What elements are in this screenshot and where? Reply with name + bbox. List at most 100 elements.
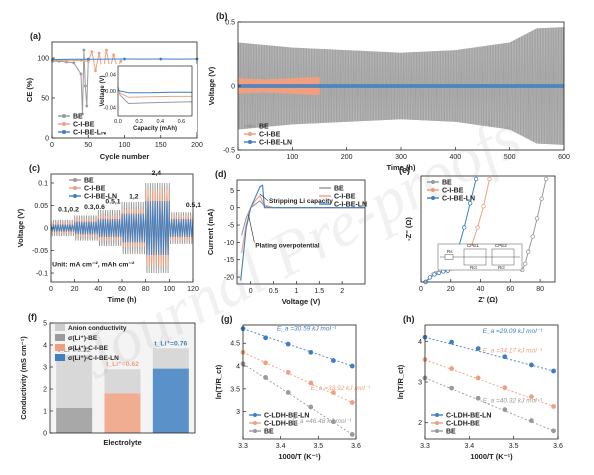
rc-element-2 bbox=[491, 248, 515, 266]
x-tick-label: 0 bbox=[419, 286, 423, 293]
panel-label: (a) bbox=[30, 31, 41, 41]
data-point bbox=[432, 272, 437, 277]
y-tick-label: 1 bbox=[43, 409, 47, 416]
data-point bbox=[79, 72, 83, 76]
y-tick-label: 2 bbox=[43, 387, 47, 394]
annotation-label: 1,2 bbox=[129, 193, 139, 200]
bar-li bbox=[152, 368, 189, 433]
legend-label: C-I-BE bbox=[442, 188, 464, 195]
data-point bbox=[475, 375, 481, 381]
inset-background bbox=[101, 64, 197, 132]
y-axis-label: ln(T/R_ct) bbox=[396, 364, 405, 399]
bar-anion bbox=[152, 348, 189, 369]
legend-label: C-LDH-BE bbox=[264, 421, 298, 428]
series-line-0 bbox=[50, 182, 194, 274]
x-tick-label: 0 bbox=[50, 142, 54, 149]
legend-swatch bbox=[55, 354, 65, 361]
legend-label: BE bbox=[259, 124, 269, 131]
legend-label: σ(Li⁺)-BE bbox=[68, 335, 98, 342]
x-tick-label: 120 bbox=[187, 286, 199, 293]
data-point bbox=[502, 354, 508, 360]
x-tick-label: 600 bbox=[558, 154, 570, 161]
panel-label: (d) bbox=[215, 169, 227, 179]
data-point bbox=[83, 84, 87, 88]
inset-y-label: Voltage (V) bbox=[100, 76, 106, 107]
data-point bbox=[526, 249, 531, 254]
legend-label: BE bbox=[442, 180, 452, 187]
data-point bbox=[349, 432, 355, 437]
data-point bbox=[263, 375, 268, 380]
legend-marker bbox=[435, 421, 439, 425]
x-tick-label: 60 bbox=[118, 286, 126, 293]
bar-anion bbox=[56, 354, 93, 409]
data-point bbox=[539, 196, 544, 201]
series-line-1 bbox=[237, 76, 320, 96]
panel-h: 3.3 3.4 3.5 3.6 2 3 4 1000/T (K⁻¹) ln(T/R_ct) (h)… bbox=[396, 314, 563, 461]
x-tick-label: 3.3 bbox=[238, 443, 248, 450]
annotation-label: E_a =46.48 kJ mol⁻¹ bbox=[292, 418, 352, 425]
y-tick-label: 4 bbox=[418, 339, 422, 346]
data-point bbox=[86, 59, 90, 63]
x-tick-label: 100 bbox=[163, 286, 175, 293]
y-tick-label: 0 bbox=[231, 84, 235, 91]
annotation-label: 0.3,0.6 bbox=[84, 204, 105, 211]
resistor-rs bbox=[444, 254, 454, 260]
data-point bbox=[523, 261, 528, 267]
y-tick-label: 4.5 bbox=[230, 341, 240, 348]
panel-d: 0 0.5 1 1.5 2 -20 -15 -10 -5 0 5 Voltage (V) Current… bbox=[206, 169, 367, 306]
circuit-label: CPE2 bbox=[495, 243, 507, 248]
data-point bbox=[159, 57, 163, 61]
x-tick-label: 3.4 bbox=[464, 443, 474, 450]
legend-label: C-I-BE-LN bbox=[442, 196, 475, 203]
y-tick-label: -0.05 bbox=[32, 248, 48, 255]
data-point bbox=[529, 362, 534, 368]
bar-li bbox=[104, 393, 141, 433]
data-point bbox=[81, 112, 84, 116]
data-point bbox=[449, 385, 454, 391]
x-tick-label: 80 bbox=[142, 286, 150, 293]
x-tick-label: 20 bbox=[71, 286, 79, 293]
fit-line-1 bbox=[424, 359, 554, 407]
y-tick-label: 4 bbox=[43, 343, 47, 350]
legend-label: BE bbox=[334, 186, 344, 193]
inset-x-tick: 0.0 bbox=[114, 119, 122, 125]
panel-e: 0 20 40 60 80 Z' (Ω) -Z'' (Ω) (e) BEC-I-BEC-I-BE… bbox=[399, 165, 556, 304]
legend-label: C-I-BE-LN bbox=[259, 140, 292, 147]
data-point bbox=[487, 176, 492, 182]
y-tick-label: 3 bbox=[43, 365, 47, 372]
panel-label: (e) bbox=[399, 165, 410, 175]
series-line-2 bbox=[240, 184, 365, 281]
y-tick-label: 3.5 bbox=[230, 386, 240, 393]
inset-y-tick: -0.04 bbox=[103, 106, 116, 112]
x-tick-label: 0 bbox=[49, 286, 53, 293]
y-tick-label: 3 bbox=[418, 380, 422, 387]
data-point bbox=[349, 363, 355, 369]
x-axis-label: Z' (Ω) bbox=[478, 295, 498, 304]
x-tick-label: 3.4 bbox=[276, 443, 286, 450]
legend-label: BE bbox=[73, 114, 83, 121]
y-tick-label: -20 bbox=[224, 275, 234, 282]
legend-label: C-LDH-BE bbox=[446, 421, 480, 428]
x-tick-label: 500 bbox=[504, 154, 516, 161]
series-line-0 bbox=[52, 49, 89, 115]
data-point bbox=[543, 176, 549, 182]
legend-marker bbox=[435, 413, 439, 417]
x-tick-label: 200 bbox=[191, 142, 203, 149]
rc-element-1 bbox=[463, 248, 487, 266]
x-tick-label: 3.5 bbox=[509, 443, 519, 450]
inset-line-2 bbox=[117, 89, 192, 94]
data-point bbox=[449, 366, 454, 371]
data-point bbox=[85, 104, 89, 108]
y-tick-label: 0.05 bbox=[34, 203, 48, 210]
fit-line-0 bbox=[242, 328, 353, 367]
annotation-label: E_a =29.09 kJ mol⁻¹ bbox=[483, 328, 543, 335]
x-tick-label: 100 bbox=[286, 154, 298, 161]
legend-marker bbox=[73, 186, 77, 190]
y-tick-label: 0 bbox=[43, 431, 47, 438]
legend-label: Anion conductivity bbox=[68, 325, 127, 332]
y-axis-label: Voltage (V) bbox=[16, 208, 25, 247]
circuit-label: CPE1 bbox=[467, 243, 479, 248]
inset-y-tick: 0.04 bbox=[105, 72, 116, 78]
data-point bbox=[427, 275, 433, 280]
